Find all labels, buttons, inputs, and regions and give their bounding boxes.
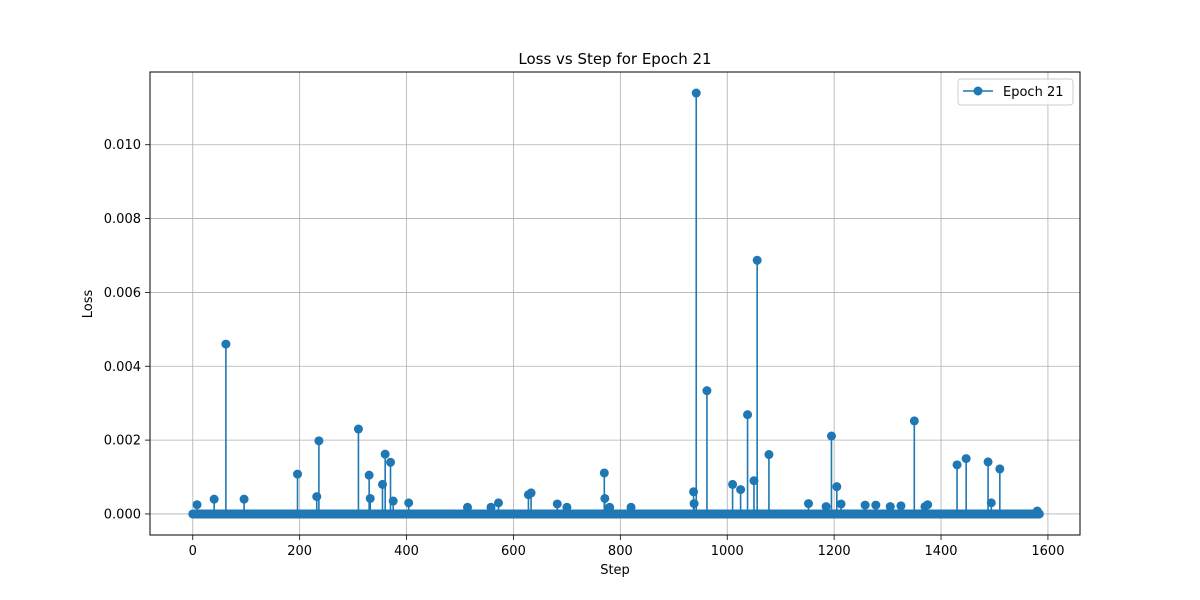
- data-point: [221, 339, 231, 349]
- y-tick-label: 0.004: [104, 360, 141, 375]
- data-point: [486, 502, 496, 512]
- data-point: [209, 494, 219, 504]
- data-point: [691, 88, 701, 98]
- x-axis: 0 200 400 600 800 1000 1200 1400 1600: [189, 535, 1064, 559]
- plot-frame: [149, 71, 1081, 536]
- x-tick-label: 1400: [924, 544, 957, 559]
- data-point: [605, 502, 615, 512]
- data-point: [689, 499, 699, 509]
- data-point: [239, 494, 249, 504]
- data-point: [983, 457, 993, 467]
- data-point: [386, 457, 396, 467]
- y-tick-label: 0.002: [104, 434, 141, 449]
- data-point: [871, 500, 881, 510]
- data-point: [293, 469, 303, 479]
- data-series: [188, 88, 1044, 519]
- x-tick-label: 600: [501, 544, 526, 559]
- data-point: [388, 496, 398, 506]
- data-point: [885, 502, 895, 512]
- y-tick-label: 0.010: [104, 138, 141, 153]
- y-tick-label: 0.008: [104, 212, 141, 227]
- data-point: [961, 454, 971, 464]
- data-point: [860, 500, 870, 510]
- x-axis-label: Step: [600, 563, 630, 578]
- data-point: [312, 492, 322, 502]
- data-point: [836, 499, 846, 509]
- data-point: [526, 488, 536, 498]
- y-tick-label: 0.006: [104, 286, 141, 301]
- data-point: [986, 498, 996, 508]
- data-point: [923, 500, 933, 510]
- y-axis: 0.000 0.002 0.004 0.006 0.008 0.010: [104, 138, 150, 522]
- data-point: [1032, 506, 1042, 516]
- data-point: [353, 424, 363, 434]
- chart-title: Loss vs Step for Epoch 21: [518, 50, 711, 68]
- x-tick-label: 200: [287, 544, 312, 559]
- data-point: [826, 431, 836, 441]
- data-point: [364, 470, 374, 480]
- legend-marker: [973, 86, 983, 96]
- y-axis-label: Loss: [81, 290, 96, 319]
- data-point: [952, 460, 962, 470]
- data-point: [378, 479, 387, 489]
- data-point: [896, 501, 906, 511]
- data-point: [821, 502, 831, 512]
- data-point: [728, 479, 738, 489]
- data-point: [764, 450, 774, 460]
- data-point: [832, 482, 842, 492]
- x-tick-label: 0: [189, 544, 197, 559]
- data-point: [749, 476, 759, 486]
- data-point: [995, 464, 1005, 474]
- data-point: [462, 502, 472, 512]
- legend-box: [957, 78, 1074, 106]
- data-point: [562, 502, 572, 512]
- data-point: [600, 493, 610, 503]
- data-point: [626, 502, 636, 512]
- x-tick-label: 1000: [711, 544, 744, 559]
- data-point: [743, 410, 753, 420]
- x-tick-label: 1200: [818, 544, 851, 559]
- x-tick-label: 400: [394, 544, 419, 559]
- data-point: [493, 498, 503, 508]
- y-tick-label: 0.000: [104, 507, 141, 522]
- data-point: [404, 498, 414, 508]
- x-tick-label: 1600: [1031, 544, 1064, 559]
- data-point: [736, 485, 746, 495]
- data-point: [909, 416, 919, 426]
- data-point: [380, 449, 390, 459]
- data-point: [552, 499, 562, 509]
- data-point: [702, 386, 712, 396]
- data-point: [689, 487, 699, 497]
- data-point: [192, 500, 202, 510]
- data-point: [365, 493, 375, 503]
- data-point: [599, 468, 609, 478]
- legend-label: Epoch 21: [1003, 85, 1063, 100]
- data-point: [752, 255, 762, 265]
- data-point: [314, 436, 324, 446]
- data-point: [803, 499, 813, 509]
- legend: Epoch 21: [957, 78, 1074, 106]
- x-tick-label: 800: [608, 544, 633, 559]
